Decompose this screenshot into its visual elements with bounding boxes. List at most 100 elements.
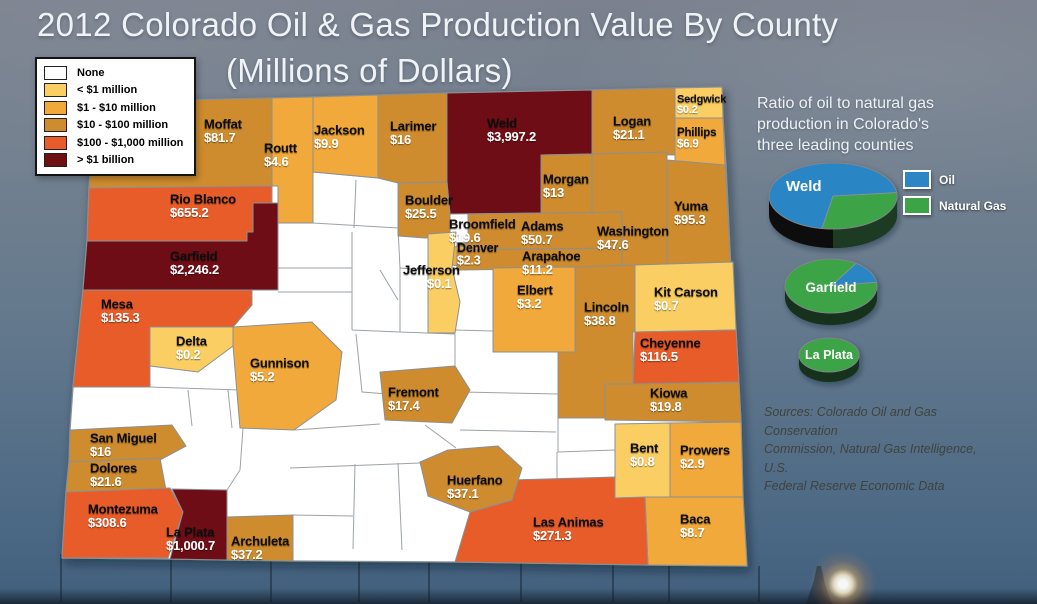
county-name-delta: Delta: [176, 333, 208, 348]
white-county-border-20: [292, 514, 354, 517]
pie-section-heading-line2: production in Colorado's: [757, 116, 930, 133]
white-county-border-24: [149, 386, 241, 391]
rig-light-flare: [807, 548, 879, 604]
county-value-elbert: $3.2: [517, 296, 542, 311]
county-value-cheyenne: $116.5: [640, 349, 678, 364]
county-name-dolores: Dolores: [90, 460, 137, 475]
pie-legend-item-oil: Oil: [903, 170, 1006, 189]
white-county-border-27: [226, 427, 244, 491]
sources-note: Sources: Colorado Oil and Gas Conservati…: [764, 403, 984, 496]
county-name-boulder: Boulder: [405, 192, 453, 207]
county-value-archuleta: $37.2: [231, 547, 263, 562]
power-pole-silhouette-7: [668, 560, 670, 602]
county-value-la-plata: $1,000.7: [166, 538, 215, 553]
county-name-arapahoe: Arapahoe: [522, 248, 580, 263]
power-pole-silhouette-3: [358, 552, 360, 602]
county-name-prowers: Prowers: [680, 442, 730, 457]
county-name-jackson: Jackson: [314, 122, 365, 137]
pie-outline-la-plata: [798, 337, 860, 373]
county-value-boulder: $25.5: [405, 206, 437, 221]
white-county-border-16: [424, 424, 457, 449]
legend-swatch-m10_100: [44, 118, 67, 133]
county-shape-kiowa: [604, 381, 742, 423]
county-name-cheyenne: Cheyenne: [640, 335, 701, 350]
county-value-washington: $47.6: [597, 237, 629, 252]
power-pole-silhouette-6: [612, 562, 614, 602]
county-name-larimer: Larimer: [390, 118, 436, 133]
county-value-kiowa: $19.8: [650, 399, 682, 414]
white-county-border-21: [397, 462, 403, 551]
white-county-border-8: [351, 329, 401, 333]
white-county-border-26: [227, 389, 233, 429]
county-name-la-plata: La Plata: [166, 524, 215, 539]
power-pole-silhouette-1: [170, 550, 172, 602]
pie-legend: Oil Natural Gas: [903, 170, 1006, 222]
power-pole-silhouette-5: [520, 558, 522, 602]
county-value-logan: $21.1: [613, 127, 645, 142]
county-shape-fremont: [379, 365, 471, 424]
county-value-routt: $4.6: [264, 154, 289, 169]
county-value-broomfield: $19.6: [449, 230, 481, 245]
county-value-gunnison: $5.2: [250, 369, 275, 384]
county-value-kit-carson: $0.7: [654, 298, 679, 313]
county-value-jackson: $9.9: [314, 136, 339, 151]
pie-label-weld: Weld: [786, 178, 822, 195]
pie-legend-label-natural-gas: Natural Gas: [939, 198, 1007, 213]
power-pole-silhouette-2: [270, 556, 272, 602]
legend-label-none: None: [77, 66, 105, 79]
pie-outline-weld: [768, 162, 898, 230]
county-value-las-animas: $271.3: [533, 528, 572, 543]
county-value-lincoln: $38.8: [584, 313, 616, 328]
white-county-border-17: [293, 423, 381, 431]
white-county-border-2: [353, 179, 357, 229]
pie-section-heading: Ratio of oil to natural gas production in…: [757, 93, 934, 156]
sources-line1: Sources: Colorado Oil and Gas Conservati…: [764, 405, 938, 438]
county-value-phillips: $6.9: [677, 138, 699, 150]
pie-label-garfield: Garfield: [805, 280, 856, 295]
power-pole-silhouette-8: [758, 566, 760, 602]
pie-legend-item-natural-gas: Natural Gas: [903, 196, 1006, 215]
county-name-adams: Adams: [521, 218, 563, 233]
map-color-legend: None < $1 million $1 - $10 million $10 - $1…: [35, 57, 197, 176]
pie-legend-swatch-oil: [903, 170, 931, 189]
county-shape-san-miguel: [68, 424, 187, 463]
legend-label-lt1: < $1 million: [77, 84, 138, 97]
county-value-rio-blanco: $655.2: [170, 205, 209, 220]
county-value-morgan: $13: [543, 185, 564, 200]
pie-outline-garfield: [784, 258, 878, 314]
county-name-routt: Routt: [264, 140, 298, 155]
county-value-weld: $3,997.2: [487, 129, 536, 144]
white-county-border-1: [312, 222, 399, 229]
power-pole-silhouette-4: [428, 550, 430, 602]
pie-legend-swatch-natural-gas: [903, 196, 931, 215]
county-name-gunnison: Gunnison: [250, 355, 309, 370]
county-value-san-miguel: $16: [90, 444, 111, 459]
county-name-sedgwick: Sedgwick: [677, 93, 727, 105]
legend-label-m100_1000: $100 - $1,000 million: [77, 136, 184, 149]
sources-line2: Commission, Natural Gas Intelligence, U.…: [764, 442, 977, 475]
county-shape-gunnison: [232, 321, 343, 431]
legend-item-m1_10: $1 - $10 million: [44, 99, 183, 117]
legend-item-lt1: < $1 million: [44, 82, 183, 100]
county-name-kit-carson: Kit Carson: [654, 284, 718, 299]
pie-section-heading-line3: three leading counties: [757, 137, 914, 154]
county-name-moffat: Moffat: [204, 116, 243, 131]
white-county-border-13: [461, 391, 559, 395]
legend-item-m10_100: $10 - $100 million: [44, 117, 183, 135]
white-county-border-14: [454, 329, 494, 332]
legend-swatch-m100_1000: [44, 135, 67, 150]
power-pole-silhouette-0: [60, 554, 62, 602]
legend-swatch-m1_10: [44, 100, 67, 115]
pie-chart-garfield: Garfield: [784, 258, 878, 325]
county-value-delta: $0.2: [176, 347, 201, 362]
county-value-baca: $8.7: [680, 525, 705, 540]
county-value-bent: $0.8: [630, 454, 655, 469]
pie-legend-label-oil: Oil: [939, 172, 956, 187]
county-shape-jefferson: [427, 231, 461, 334]
county-shape-delta: [149, 326, 234, 373]
county-value-fremont: $17.4: [388, 398, 421, 413]
county-value-larimer: $16: [390, 132, 411, 147]
pie-section-heading-line1: Ratio of oil to natural gas: [757, 95, 934, 112]
